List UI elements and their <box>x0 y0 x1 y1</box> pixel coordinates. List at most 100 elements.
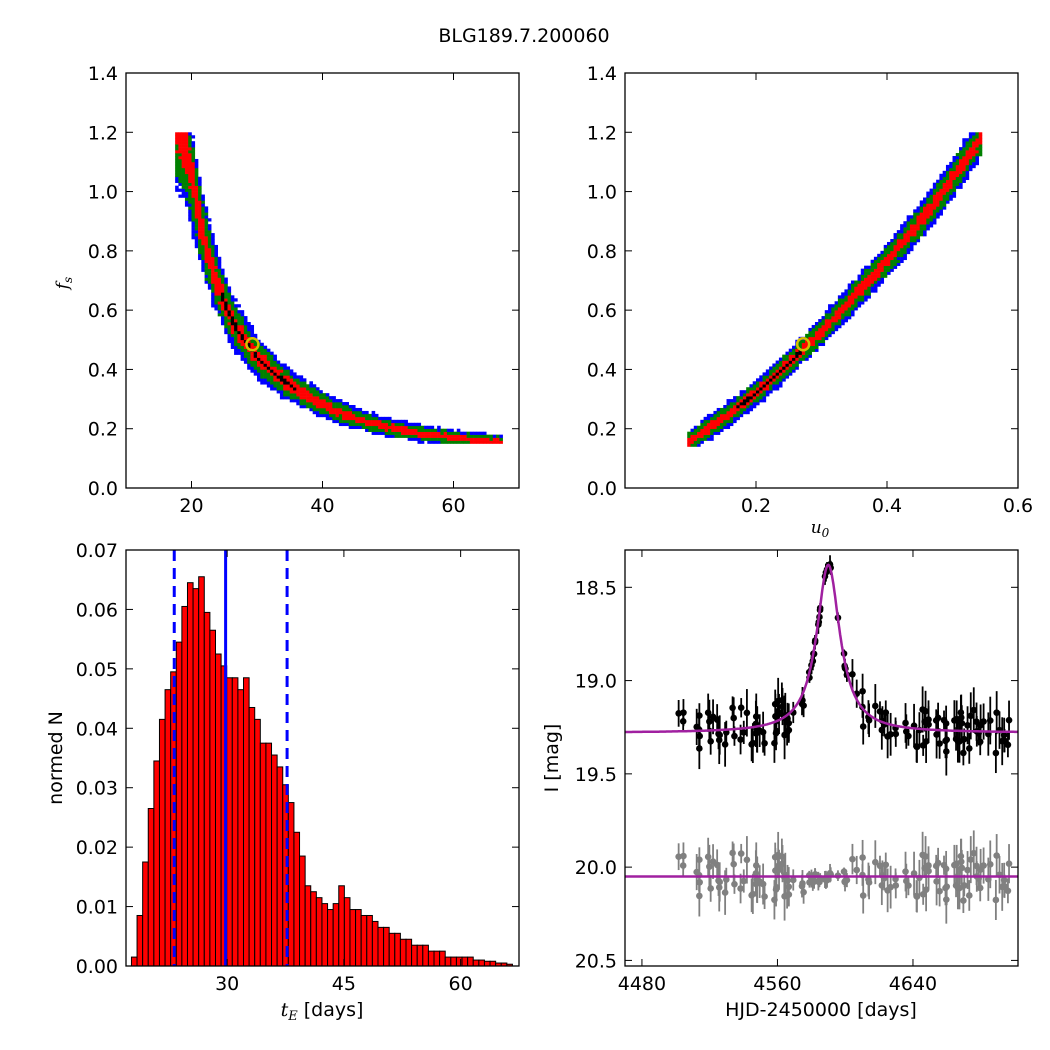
p2-cell <box>978 144 983 148</box>
p2-cell <box>808 339 812 344</box>
p1-cell <box>446 431 451 435</box>
p2-cell <box>844 304 848 308</box>
p2-cell <box>690 443 695 447</box>
p2-cell <box>860 286 865 290</box>
p1-cell <box>201 244 205 249</box>
p1-cell <box>407 425 412 430</box>
p1-cell <box>263 348 268 352</box>
p1-cell <box>214 250 218 255</box>
p2-cell <box>873 289 878 293</box>
p1-cell <box>240 319 245 323</box>
p2-cell <box>847 316 852 320</box>
p1-cell <box>211 236 215 240</box>
p1-cell <box>194 203 199 207</box>
p2-cell <box>955 158 960 163</box>
p1-cell <box>329 407 333 412</box>
p1-cell <box>345 413 349 418</box>
p2-cell <box>887 247 891 252</box>
p1-cell <box>214 280 218 284</box>
p1-cell <box>201 200 205 204</box>
p2-cell <box>719 413 724 418</box>
p2-cell <box>887 241 891 246</box>
p2-cell <box>834 322 839 326</box>
p2-cell <box>795 360 799 364</box>
p1-cell <box>289 393 294 397</box>
p2-cell <box>860 280 865 284</box>
p2-cell <box>880 262 885 266</box>
hist-bar <box>332 903 340 967</box>
p2-cell <box>978 153 983 157</box>
p2-cell <box>785 372 790 376</box>
p2-cell <box>828 330 832 335</box>
residual-point <box>887 883 894 891</box>
p1-cell <box>250 357 255 361</box>
p2-cell <box>965 141 970 145</box>
p2-cell <box>923 215 927 219</box>
p2-cell <box>808 345 812 349</box>
p2-cell <box>765 384 770 388</box>
hist-bar <box>450 956 457 967</box>
p1-cell <box>181 147 186 151</box>
p2-cell <box>805 342 809 347</box>
p2-cell <box>955 176 960 181</box>
p1-cell <box>348 416 353 421</box>
p1-cell <box>230 301 235 305</box>
p2-cell <box>857 280 862 284</box>
lc-point <box>748 741 755 748</box>
p2-cell <box>903 256 907 261</box>
p1-cell <box>207 239 212 243</box>
residual-point <box>721 889 729 896</box>
p1-cell <box>384 419 389 424</box>
p2-cell <box>939 206 943 210</box>
p1-cell <box>319 396 323 400</box>
p2-cell <box>736 410 740 415</box>
p2-cell <box>788 348 793 352</box>
p1-cell <box>469 437 474 441</box>
p1-cell <box>273 363 277 367</box>
p1-cell <box>469 440 474 444</box>
p2-cell <box>723 425 727 430</box>
residual-point <box>737 850 745 857</box>
p1-cell <box>250 345 255 349</box>
p2-cell <box>893 250 898 255</box>
p2-cell <box>700 422 704 427</box>
p1-cell <box>273 360 277 364</box>
p1-cell <box>332 416 336 421</box>
lc-point <box>952 735 960 743</box>
p1-cell <box>204 230 209 234</box>
p1-cell <box>388 434 392 438</box>
p2-cell <box>893 259 898 264</box>
p2-cell <box>952 185 957 189</box>
p4-ylabel: I [mag] <box>541 724 563 793</box>
p2-cell <box>968 167 973 172</box>
p2-cell <box>909 233 914 237</box>
p1-cell <box>266 354 271 358</box>
p1-cell <box>299 378 304 382</box>
p2-cell <box>782 354 786 358</box>
residual-point <box>799 880 806 887</box>
p1-cell <box>224 316 228 320</box>
p2-cell <box>909 221 914 225</box>
p1-cell <box>240 333 245 338</box>
p1-cell <box>224 319 228 323</box>
p2-cell <box>814 342 819 347</box>
p2-cell <box>778 363 783 367</box>
p2-cell <box>909 224 914 228</box>
p2-cell <box>890 268 894 272</box>
p2-cell <box>949 170 953 175</box>
p1-cell <box>220 298 225 302</box>
p2-cell <box>736 416 740 421</box>
p1-cell <box>230 327 235 332</box>
p2-cell <box>844 289 848 293</box>
residual-point <box>822 876 830 884</box>
p2-cell <box>952 179 957 183</box>
p1-cell <box>394 422 399 427</box>
p1-cell <box>479 434 484 438</box>
p2-cell <box>929 206 934 210</box>
p1-cell <box>378 431 382 435</box>
p1-cell <box>263 372 268 376</box>
p2-cell <box>945 191 950 195</box>
p1-cell <box>175 188 179 192</box>
p1-cell <box>309 390 313 394</box>
p1-cell <box>296 375 300 379</box>
